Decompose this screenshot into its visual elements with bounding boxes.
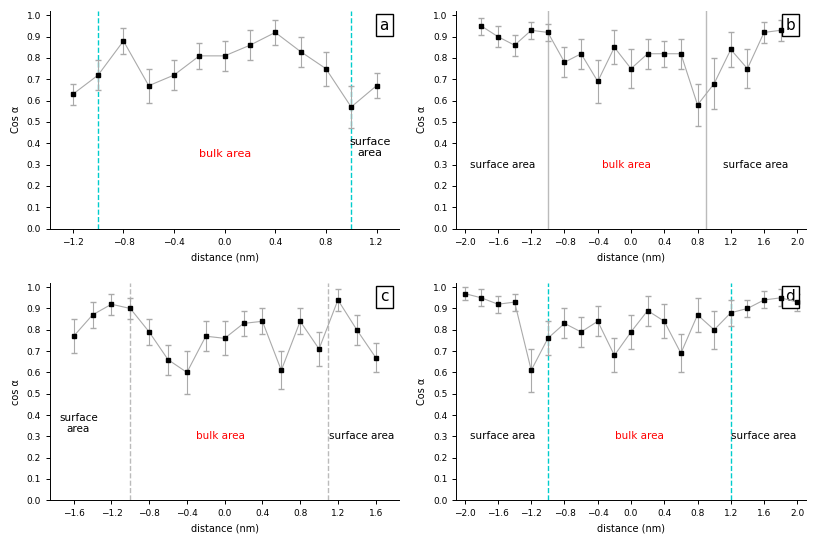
X-axis label: distance (nm): distance (nm) <box>597 252 665 262</box>
Text: surface area: surface area <box>731 432 797 441</box>
Y-axis label: Cos α: Cos α <box>417 106 427 134</box>
Text: a: a <box>379 17 389 33</box>
X-axis label: distance (nm): distance (nm) <box>190 252 259 262</box>
Text: surface
area: surface area <box>59 413 98 434</box>
Text: surface area: surface area <box>723 160 788 169</box>
Text: bulk area: bulk area <box>199 149 251 159</box>
Text: surface area: surface area <box>329 432 394 441</box>
Y-axis label: cos α: cos α <box>11 379 21 404</box>
Y-axis label: Cos α: Cos α <box>417 378 427 405</box>
Text: surface area: surface area <box>470 160 535 169</box>
Text: bulk area: bulk area <box>615 432 663 441</box>
Text: bulk area: bulk area <box>602 160 651 169</box>
Text: bulk area: bulk area <box>195 432 244 441</box>
Text: c: c <box>380 289 389 305</box>
X-axis label: distance (nm): distance (nm) <box>190 524 259 534</box>
Text: surface area: surface area <box>470 432 535 441</box>
Text: d: d <box>785 289 795 305</box>
Text: b: b <box>785 17 795 33</box>
Y-axis label: Cos α: Cos α <box>11 106 21 134</box>
X-axis label: distance (nm): distance (nm) <box>597 524 665 534</box>
Text: surface
area: surface area <box>350 137 391 158</box>
